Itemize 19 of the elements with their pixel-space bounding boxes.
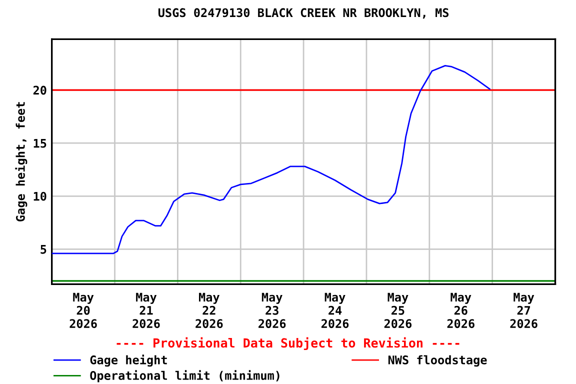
- y-tick-label: 5: [40, 245, 46, 254]
- legend-label: Gage height: [90, 354, 167, 367]
- chart-title: USGS 02479130 BLACK CREEK NR BROOKLYN, MS: [158, 8, 449, 19]
- text: ---- Provisional Data Subject to Revision ----: [116, 337, 460, 350]
- x-tick-label: May 24 2026: [321, 292, 349, 328]
- y-axis-title: Gage height, feet: [15, 102, 28, 222]
- x-tick-label: May 20 2026: [70, 292, 97, 328]
- line-series: [52, 64, 490, 254]
- x-tick-label: May 22 2026: [196, 292, 223, 328]
- y-tick-label: 20: [33, 86, 46, 95]
- y-tick-label: 10: [34, 192, 46, 201]
- y-tick-label: 15: [34, 138, 46, 148]
- x-tick-label: May 27 2026: [510, 292, 538, 328]
- x-tick-label: May 25 2026: [384, 292, 412, 328]
- x-tick-label: May 26 2026: [447, 292, 474, 328]
- x-tick-label: May 23 2026: [258, 292, 286, 328]
- legend-label: Operational limit (minimum): [90, 370, 280, 382]
- legend-label: NWS floodstage: [388, 355, 487, 367]
- x-tick-label: May 21 2026: [132, 292, 160, 328]
